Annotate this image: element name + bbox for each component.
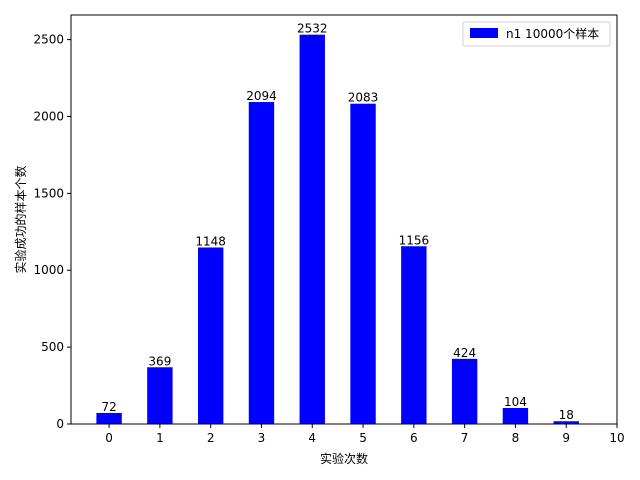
bar-value-label-5: 2083 (348, 91, 379, 105)
x-tick-label-5: 5 (359, 431, 367, 445)
bar-value-label-0: 72 (101, 400, 116, 414)
legend-entry-n1: n1 10000个样本 (506, 26, 599, 41)
bar-value-label-9: 18 (559, 408, 574, 422)
x-tick-label-1: 1 (156, 431, 164, 445)
y-axis-label: 实验成功的样本个数 (13, 165, 28, 273)
y-tick-label-2000: 2000 (33, 109, 64, 123)
y-tick-label-2500: 2500 (33, 33, 64, 47)
bar-value-label-4: 2532 (297, 22, 328, 36)
bar-0 (96, 412, 122, 424)
legend: n1 10000个样本 (462, 21, 611, 47)
bar-7 (451, 358, 478, 424)
legend-box (462, 21, 611, 47)
x-tick-label-8: 8 (512, 431, 520, 445)
bar-8 (502, 408, 529, 424)
bar-2 (197, 247, 224, 424)
x-tick-label-6: 6 (410, 431, 418, 445)
x-tick-label-4: 4 (308, 431, 316, 445)
y-axis-ticks: 0 500 1000 1500 2000 2500 (33, 33, 71, 431)
x-tick-label-9: 9 (562, 431, 570, 445)
bar-3 (248, 102, 275, 424)
bar-value-label-7: 424 (453, 346, 476, 360)
x-axis-ticks: 0 1 2 3 4 5 6 7 8 9 10 (105, 424, 625, 445)
plot-frame (70, 14, 618, 425)
x-axis-label: 实验次数 (320, 451, 368, 466)
bar-labels-group: 72 369 1148 2094 2532 2083 1156 424 104 18 (101, 22, 573, 423)
bar-value-label-8: 104 (504, 395, 527, 409)
y-tick-label-1500: 1500 (33, 186, 64, 200)
bars-group (96, 34, 579, 424)
x-tick-label-7: 7 (461, 431, 469, 445)
x-tick-label-2: 2 (207, 431, 215, 445)
bar-value-label-1: 369 (148, 354, 171, 368)
legend-swatch (470, 28, 498, 38)
bar-value-label-6: 1156 (399, 233, 430, 247)
bar-6 (401, 246, 427, 424)
x-tick-label-0: 0 (105, 431, 113, 445)
x-tick-label-10: 10 (609, 431, 624, 445)
bar-1 (147, 367, 173, 424)
bar-value-label-2: 1148 (195, 234, 226, 248)
x-tick-label-3: 3 (258, 431, 266, 445)
bar-4 (299, 34, 325, 424)
y-tick-label-0: 0 (56, 417, 64, 431)
bar-5 (350, 103, 376, 424)
y-tick-label-500: 500 (41, 340, 64, 354)
bar-9 (553, 421, 579, 424)
bar-value-label-3: 2094 (246, 89, 277, 103)
y-tick-label-1000: 1000 (33, 263, 64, 277)
